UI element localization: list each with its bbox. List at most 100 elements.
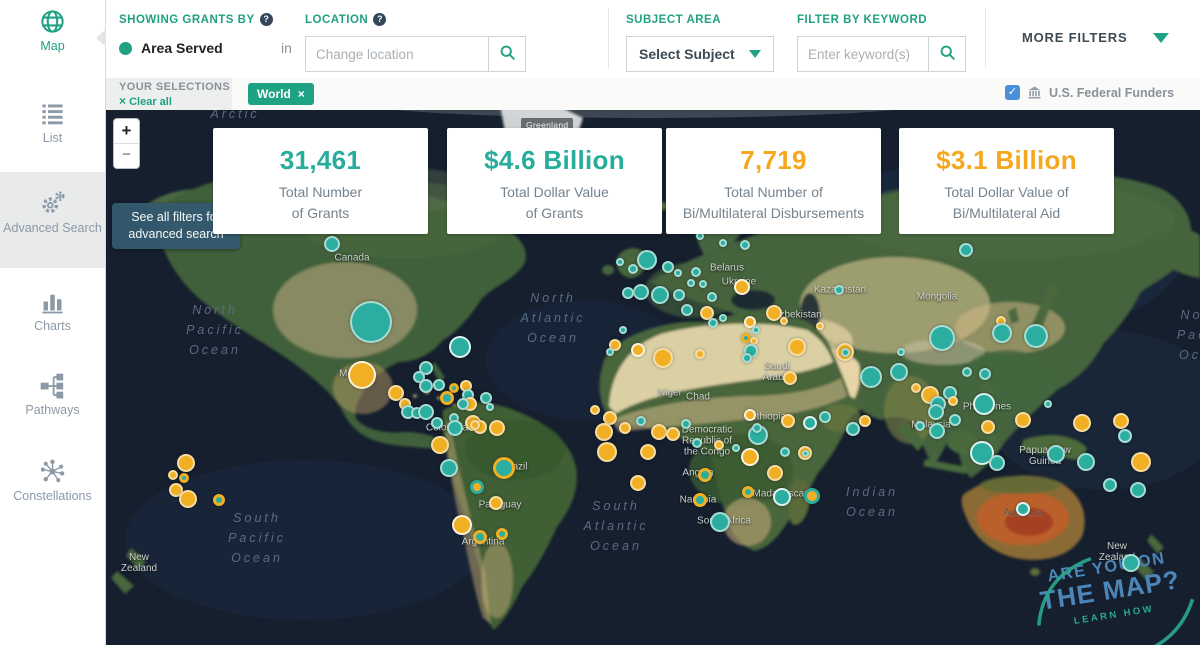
location-search-button[interactable]	[488, 37, 525, 71]
grant-bubble[interactable]	[1015, 412, 1031, 428]
grant-bubble[interactable]	[606, 348, 614, 356]
grant-bubble[interactable]	[744, 316, 756, 328]
grant-bubble[interactable]	[949, 414, 961, 426]
sidebar-item-constellations[interactable]: Constellations	[0, 458, 105, 504]
grant-bubble[interactable]	[449, 336, 471, 358]
grant-bubble[interactable]	[734, 279, 750, 295]
grant-bubble[interactable]	[699, 280, 707, 288]
grant-bubble[interactable]	[622, 287, 634, 299]
grant-bubble[interactable]	[780, 447, 790, 457]
area-served-value[interactable]: Area Served	[141, 40, 223, 56]
grant-bubble[interactable]	[860, 366, 882, 388]
grant-bubble[interactable]	[773, 488, 791, 506]
grant-bubble[interactable]	[1016, 502, 1030, 516]
grant-bubble[interactable]	[637, 250, 657, 270]
help-icon[interactable]: ?	[373, 13, 387, 26]
grant-bubble[interactable]	[846, 422, 860, 436]
sidebar-item-advanced-search[interactable]: Advanced Search	[0, 172, 105, 268]
federal-funders-toggle[interactable]: ✓ U.S. Federal Funders	[1005, 85, 1174, 100]
grant-bubble[interactable]	[431, 417, 443, 429]
grant-bubble[interactable]	[213, 494, 225, 506]
grant-bubble[interactable]	[687, 279, 695, 287]
grant-bubble[interactable]	[418, 404, 434, 420]
sidebar-item-map[interactable]: Map	[0, 8, 105, 54]
sidebar-item-list[interactable]: List	[0, 100, 105, 146]
grant-bubble[interactable]	[440, 459, 458, 477]
grant-bubble[interactable]	[708, 318, 718, 328]
keyword-input[interactable]	[798, 37, 928, 71]
grant-bubble[interactable]	[719, 314, 727, 322]
grant-bubble[interactable]	[970, 441, 994, 465]
grant-bubble[interactable]	[597, 442, 617, 462]
grant-bubble[interactable]	[179, 473, 189, 483]
grant-bubble[interactable]	[959, 243, 973, 257]
close-icon[interactable]: ×	[297, 87, 305, 101]
grant-bubble[interactable]	[766, 305, 782, 321]
grant-bubble[interactable]	[457, 398, 469, 410]
grant-bubble[interactable]	[630, 475, 646, 491]
help-icon[interactable]: ?	[259, 13, 273, 26]
grant-bubble[interactable]	[348, 361, 376, 389]
zoom-in-button[interactable]: +	[114, 119, 139, 144]
grant-bubble[interactable]	[693, 493, 707, 507]
grant-bubble[interactable]	[662, 261, 674, 273]
grant-bubble[interactable]	[470, 420, 480, 430]
grant-bubble[interactable]	[388, 385, 404, 401]
grant-bubble[interactable]	[177, 454, 195, 472]
grant-bubble[interactable]	[595, 423, 613, 441]
grant-bubble[interactable]	[674, 269, 682, 277]
grant-bubble[interactable]	[803, 416, 817, 430]
grant-bubble[interactable]	[742, 486, 754, 498]
grant-bubble[interactable]	[480, 392, 492, 404]
grant-bubble[interactable]	[496, 528, 508, 540]
grant-bubble[interactable]	[628, 264, 638, 274]
grant-bubble[interactable]	[681, 419, 691, 429]
grant-bubble[interactable]	[698, 468, 712, 482]
world-map[interactable]: Arctic North Pacific Ocean North Atlantic …	[105, 110, 1200, 645]
grant-bubble[interactable]	[719, 239, 727, 247]
grant-bubble[interactable]	[816, 322, 824, 330]
sidebar-item-pathways[interactable]: Pathways	[0, 372, 105, 418]
grant-bubble[interactable]	[915, 421, 925, 431]
grant-bubble[interactable]	[324, 236, 340, 252]
grant-bubble[interactable]	[1103, 478, 1117, 492]
grant-bubble[interactable]	[740, 240, 750, 250]
grant-bubble[interactable]	[473, 530, 487, 544]
grant-bubble[interactable]	[603, 411, 617, 425]
sidebar-item-charts[interactable]: Charts	[0, 288, 105, 334]
grant-bubble[interactable]	[640, 444, 656, 460]
grant-bubble[interactable]	[1077, 453, 1095, 471]
grant-bubble[interactable]	[859, 415, 871, 427]
grant-bubble[interactable]	[1047, 445, 1065, 463]
grant-bubble[interactable]	[653, 348, 673, 368]
grant-bubble[interactable]	[1073, 414, 1091, 432]
grant-bubble[interactable]	[447, 420, 463, 436]
grant-bubble[interactable]	[710, 512, 730, 532]
grant-bubble[interactable]	[616, 258, 624, 266]
grant-bubble[interactable]	[783, 371, 797, 385]
grant-bubble[interactable]	[493, 457, 515, 479]
grant-bubble[interactable]	[168, 470, 178, 480]
more-filters-button[interactable]: MORE FILTERS	[1022, 30, 1182, 45]
keyword-search-button[interactable]	[928, 37, 965, 71]
grant-bubble[interactable]	[707, 292, 717, 302]
grant-bubble[interactable]	[1118, 429, 1132, 443]
grant-bubble[interactable]	[433, 379, 445, 391]
grant-bubble[interactable]	[741, 333, 751, 343]
grant-bubble[interactable]	[651, 424, 667, 440]
grant-bubble[interactable]	[732, 444, 740, 452]
grant-bubble[interactable]	[692, 438, 702, 448]
zoom-out-button[interactable]: −	[122, 146, 131, 163]
grant-bubble[interactable]	[767, 465, 783, 481]
grant-bubble[interactable]	[752, 326, 760, 334]
grant-bubble[interactable]	[989, 455, 1005, 471]
grant-bubble[interactable]	[1131, 452, 1151, 472]
grant-bubble[interactable]	[590, 405, 600, 415]
grant-bubble[interactable]	[1044, 400, 1052, 408]
grant-bubble[interactable]	[633, 284, 649, 300]
grant-bubble[interactable]	[929, 325, 955, 351]
clear-all-button[interactable]: × Clear all	[119, 94, 172, 108]
grant-bubble[interactable]	[470, 480, 484, 494]
grant-bubble[interactable]	[489, 496, 503, 510]
grant-bubble[interactable]	[742, 353, 752, 363]
